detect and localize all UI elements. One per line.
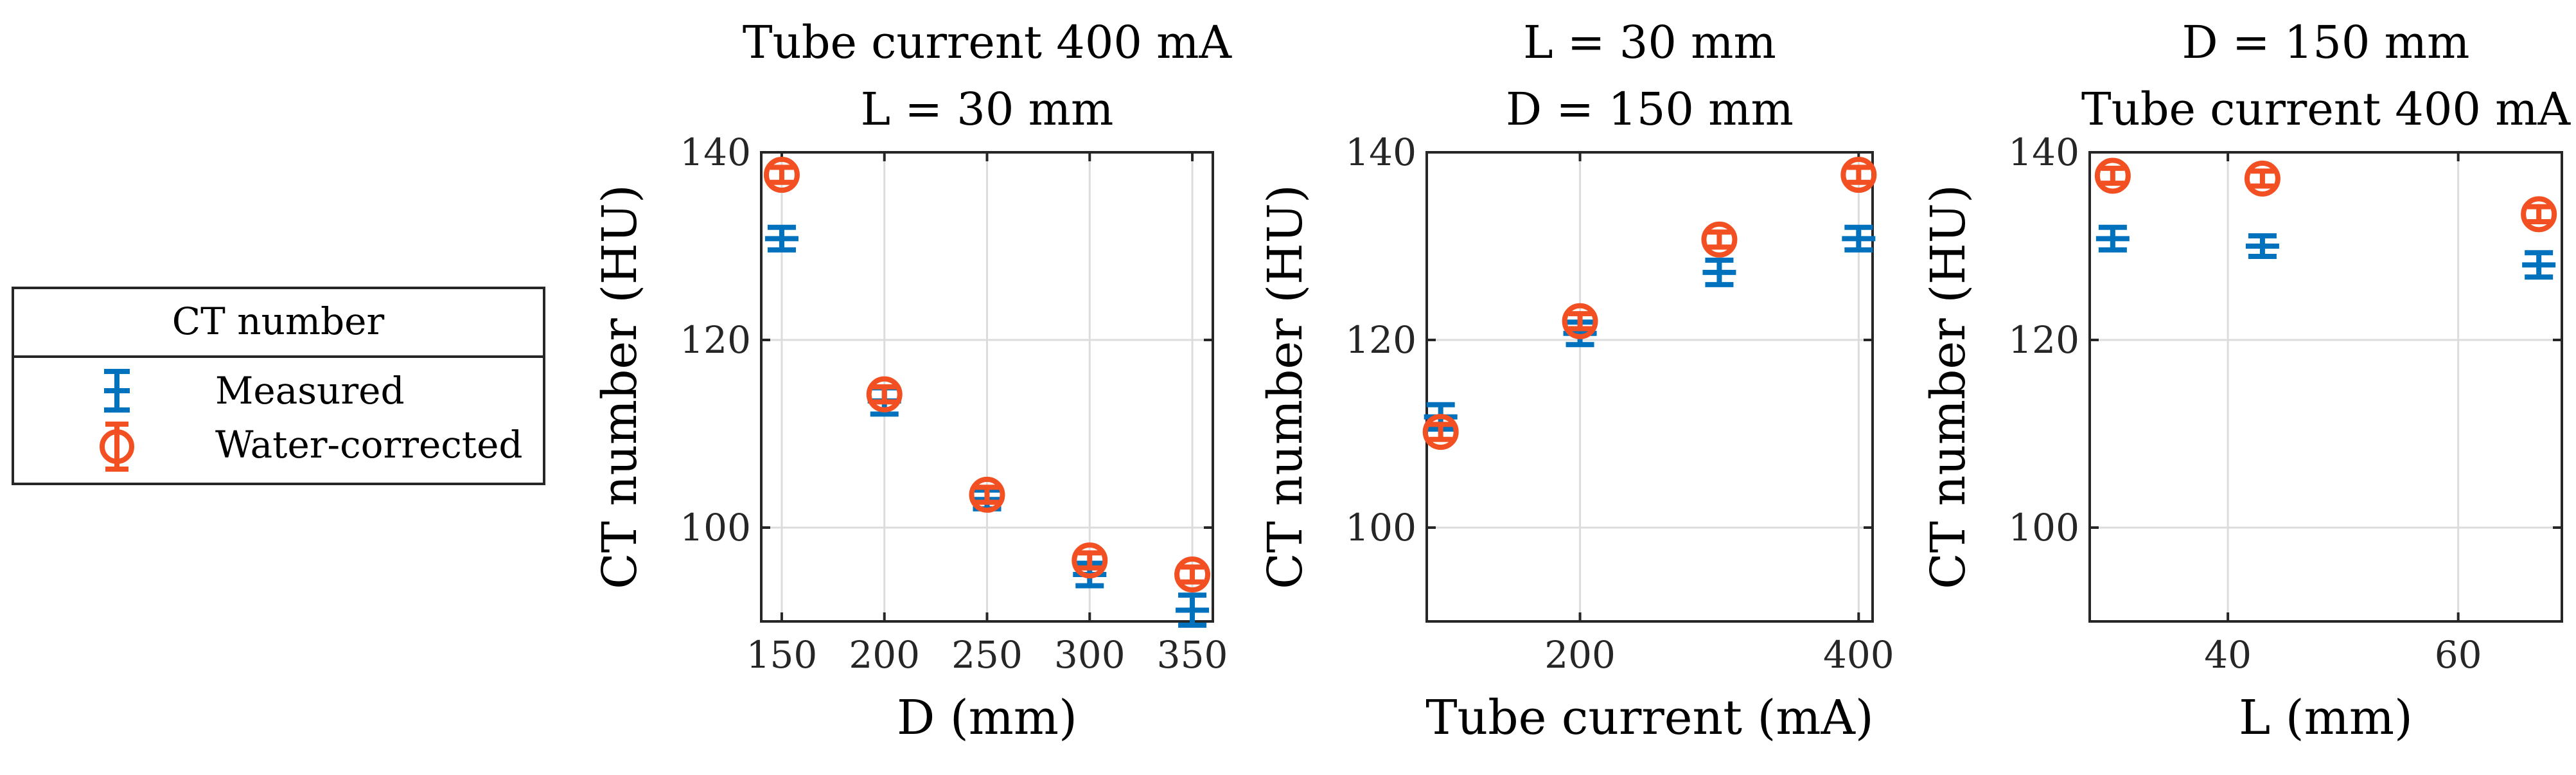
corrected-marker [1422, 414, 1459, 450]
y-tick-label: 100 [680, 506, 751, 549]
measured-point [2245, 233, 2279, 260]
y-tick-label: 140 [680, 130, 751, 174]
corrected-marker [763, 157, 800, 193]
y-tick-label: 140 [2008, 130, 2079, 174]
water-corrected-point [2094, 157, 2131, 194]
legend-entry-measured: Measured [215, 369, 405, 413]
water-corrected-point [2244, 160, 2280, 197]
water-corrected-point [2521, 196, 2557, 233]
y-tick-label: 120 [680, 318, 751, 362]
measured-point [2522, 250, 2556, 280]
x-tick-label: 150 [746, 633, 818, 677]
water-corrected-point [1840, 157, 1877, 193]
x-axis-label: D (mm) [897, 690, 1077, 745]
legend: CT number Measured Water-corrected [12, 287, 545, 485]
panel-title-line: Tube current 400 mA [743, 16, 1233, 69]
legend-entry-water-corrected: Water-corrected [215, 423, 523, 467]
x-tick-label: 200 [1544, 633, 1616, 677]
x-axis-label: L (mm) [2239, 690, 2413, 745]
legend-water-corrected-icon [100, 422, 134, 472]
water-corrected-point [1701, 221, 1738, 258]
x-tick-label: 400 [1823, 633, 1894, 677]
panel-d: 150 200 250 300 350 100 120 140 Tube current 400… [592, 16, 1233, 745]
water-corrected-point [866, 376, 903, 413]
measured-point [2095, 224, 2130, 253]
y-axis-label: CT number (HU) [1921, 184, 1976, 589]
water-corrected-point [1562, 303, 1598, 339]
panel-title-line: L = 30 mm [861, 83, 1114, 136]
water-corrected-point [1422, 414, 1459, 450]
corrected-marker [1562, 303, 1598, 339]
y-axis-label: CT number (HU) [592, 184, 648, 589]
measured-point [1702, 257, 1736, 287]
panel-title-line: Tube current 400 mA [2081, 83, 2572, 136]
x-tick-label: 200 [849, 633, 920, 677]
x-tick-label: 300 [1054, 633, 1125, 677]
panel-title-line: L = 30 mm [1523, 16, 1776, 69]
x-tick-label: 60 [2435, 633, 2482, 677]
water-corrected-point [1174, 557, 1211, 592]
y-axis-label: CT number (HU) [1258, 184, 1313, 589]
axes-frame [2088, 151, 2563, 623]
x-tick-label: 350 [1157, 633, 1228, 677]
corrected-marker [1174, 557, 1211, 592]
x-tick-label: 250 [951, 633, 1023, 677]
panel-tube-current: 200 400 100 120 140 L = 30 mm D = 150 mm Tube c… [1258, 16, 1894, 745]
y-tick-label: 140 [1345, 130, 1416, 174]
x-tick-label: 40 [2204, 633, 2252, 677]
measured-point [1842, 224, 1876, 253]
y-tick-label: 120 [1345, 318, 1416, 362]
panel-title-line: D = 150 mm [1506, 83, 1794, 136]
x-axis-label: Tube current (mA) [1425, 690, 1874, 745]
measured-point [764, 224, 798, 253]
corrected-marker [2244, 160, 2280, 197]
corrected-marker [2094, 157, 2131, 194]
y-tick-label: 120 [2008, 318, 2079, 362]
corrected-marker [1701, 221, 1738, 258]
legend-measured-icon [104, 369, 130, 413]
y-tick-label: 100 [1345, 506, 1416, 549]
water-corrected-point [763, 157, 800, 193]
panel-title-line: D = 150 mm [2182, 16, 2470, 69]
corrected-marker [1072, 542, 1108, 579]
corrected-marker [2521, 196, 2557, 233]
y-tick-label: 100 [2008, 506, 2079, 549]
water-corrected-point [1072, 542, 1108, 579]
corrected-marker [969, 476, 1005, 513]
corrected-marker [866, 376, 903, 413]
measured-point [1176, 592, 1210, 628]
water-corrected-point [969, 476, 1005, 513]
axes-frame [1425, 151, 1874, 623]
corrected-marker [1840, 157, 1877, 193]
panel-l: 40 60 100 120 140 D = 150 mm Tube current 400 … [1921, 16, 2572, 745]
legend-title: CT number [172, 299, 385, 343]
